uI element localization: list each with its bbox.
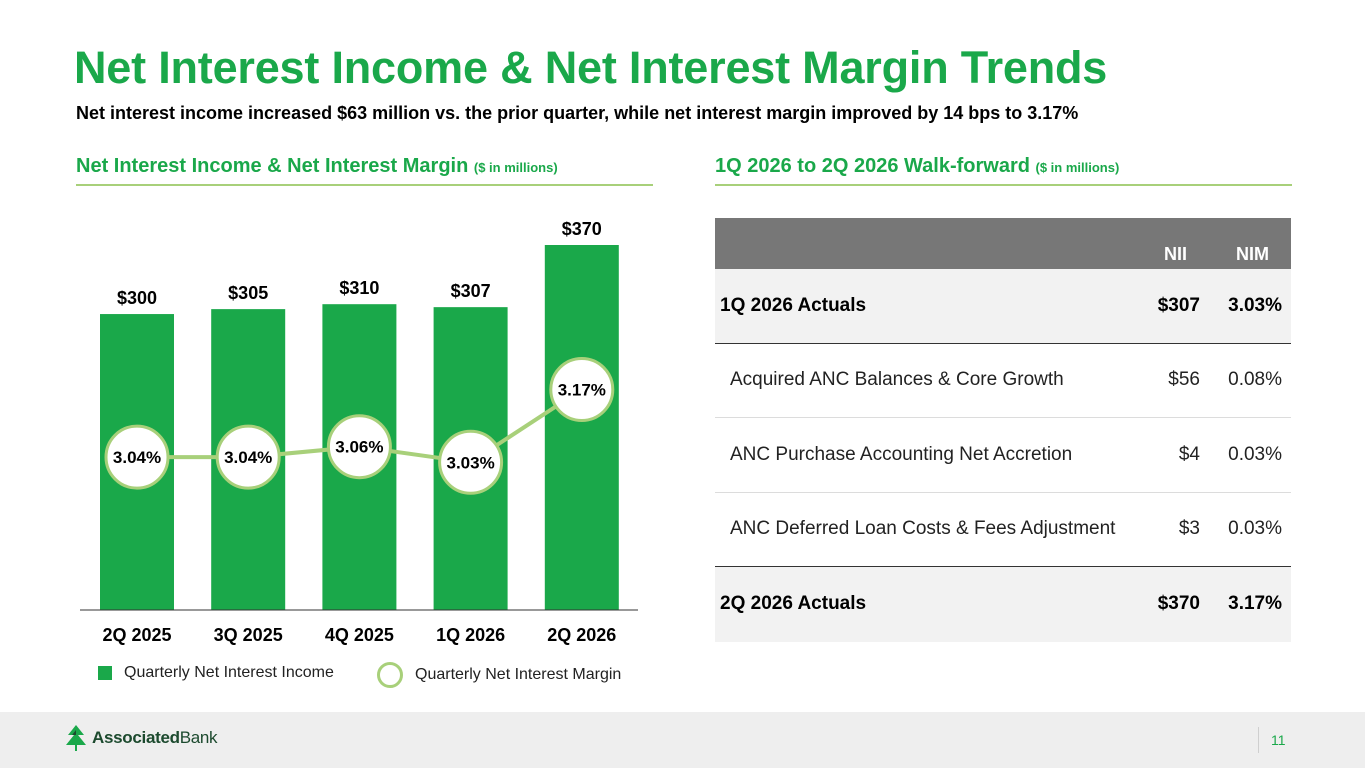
row-nim: 3.17% bbox=[1228, 593, 1282, 615]
logo-text-bold: Associated bbox=[92, 728, 180, 747]
x-tick-label: 2Q 2026 bbox=[547, 625, 616, 645]
x-tick-label: 1Q 2026 bbox=[436, 625, 505, 645]
row-nii: $56 bbox=[1168, 369, 1200, 391]
row-label: 2Q 2026 Actuals bbox=[720, 593, 867, 615]
logo-text-regular: Bank bbox=[179, 728, 218, 747]
walk-section-heading: 1Q 2026 to 2Q 2026 Walk-forward ($ in mi… bbox=[715, 155, 1119, 178]
nim-value-label: 3.17% bbox=[558, 381, 606, 400]
nii-nim-chart: $300 $305 $310 $307 $370 2Q 2025 3Q 2025 4Q 20… bbox=[80, 219, 638, 645]
table-row: ANC Purchase Accounting Net Accretion $4… bbox=[715, 418, 1291, 493]
x-tick-label: 3Q 2025 bbox=[214, 625, 283, 645]
logo-mark-icon bbox=[66, 725, 86, 751]
chart-section-rule bbox=[76, 184, 653, 186]
page-number-divider bbox=[1258, 727, 1259, 753]
table-row: 2Q 2026 Actuals $370 3.17% bbox=[715, 567, 1291, 642]
footer-bar bbox=[0, 712, 1365, 768]
nii-value-label: $300 bbox=[117, 288, 157, 308]
row-nii: $4 bbox=[1178, 443, 1200, 465]
legend-swatch-nim bbox=[377, 662, 403, 688]
table-row: ANC Deferred Loan Costs & Fees Adjustmen… bbox=[715, 493, 1291, 567]
row-nim: 0.08% bbox=[1228, 369, 1282, 391]
nim-value-label: 3.04% bbox=[113, 448, 161, 467]
nii-value-label: $370 bbox=[562, 219, 602, 239]
row-nii: $370 bbox=[1157, 593, 1200, 615]
nim-point bbox=[326, 414, 392, 480]
header-nii: NII bbox=[1164, 244, 1188, 264]
header-nim: NIM bbox=[1236, 244, 1269, 264]
legend-label-nim: Quarterly Net Interest Margin bbox=[415, 666, 622, 683]
walk-section-unit: ($ in millions) bbox=[1035, 160, 1120, 175]
legend-item-nii: Quarterly Net Interest Income bbox=[98, 664, 334, 682]
walk-section-title: 1Q 2026 to 2Q 2026 Walk-forward bbox=[715, 155, 1030, 177]
legend-swatch-nii bbox=[98, 666, 112, 680]
table-row: Acquired ANC Balances & Core Growth $56 … bbox=[715, 344, 1291, 418]
row-nim: 0.03% bbox=[1228, 443, 1282, 465]
page-number: 11 bbox=[1271, 732, 1286, 748]
walk-section-rule bbox=[715, 184, 1292, 186]
nim-value-label: 3.04% bbox=[224, 448, 272, 467]
nii-value-label: $310 bbox=[339, 278, 379, 298]
legend-label-nii: Quarterly Net Interest Income bbox=[124, 664, 334, 681]
table-row: 1Q 2026 Actuals $307 3.03% bbox=[715, 269, 1291, 344]
row-label: 1Q 2026 Actuals bbox=[720, 294, 867, 316]
row-nii: $3 bbox=[1178, 518, 1200, 540]
company-logo: AssociatedBank bbox=[64, 724, 218, 752]
chart-section-heading: Net Interest Income & Net Interest Margi… bbox=[76, 155, 558, 178]
row-label: Acquired ANC Balances & Core Growth bbox=[730, 369, 1064, 391]
x-tick-label: 2Q 2025 bbox=[102, 625, 171, 645]
nim-point bbox=[438, 429, 504, 495]
nii-value-label: $305 bbox=[228, 283, 268, 303]
nim-value-label: 3.06% bbox=[335, 438, 383, 457]
row-label: ANC Deferred Loan Costs & Fees Adjustmen… bbox=[730, 518, 1116, 540]
chart-section-title: Net Interest Income & Net Interest Margi… bbox=[76, 155, 469, 177]
x-tick-label: 4Q 2025 bbox=[325, 625, 394, 645]
nim-value-label: 3.03% bbox=[446, 453, 494, 472]
nim-point bbox=[549, 357, 615, 422]
row-nim: 3.03% bbox=[1228, 294, 1282, 316]
walk-table-header: NII NIM bbox=[715, 218, 1291, 269]
chart-section-unit: ($ in millions) bbox=[473, 160, 558, 175]
page-subtitle: Net interest income increased $63 millio… bbox=[76, 103, 1079, 123]
legend-item-nim: Quarterly Net Interest Margin bbox=[377, 662, 621, 688]
row-label: ANC Purchase Accounting Net Accretion bbox=[730, 443, 1073, 465]
logo-wordmark: AssociatedBank bbox=[92, 728, 218, 748]
nim-point bbox=[104, 424, 170, 490]
row-nim: 0.03% bbox=[1228, 518, 1282, 540]
row-nii: $307 bbox=[1157, 294, 1200, 316]
page-title: Net Interest Income & Net Interest Margi… bbox=[74, 42, 1108, 93]
nim-point bbox=[215, 424, 281, 490]
walk-forward-table: NII NIM 1Q 2026 Actuals $307 3.03% Acqui… bbox=[715, 218, 1291, 642]
nii-bar bbox=[544, 245, 619, 610]
nii-value-label: $307 bbox=[451, 281, 491, 301]
